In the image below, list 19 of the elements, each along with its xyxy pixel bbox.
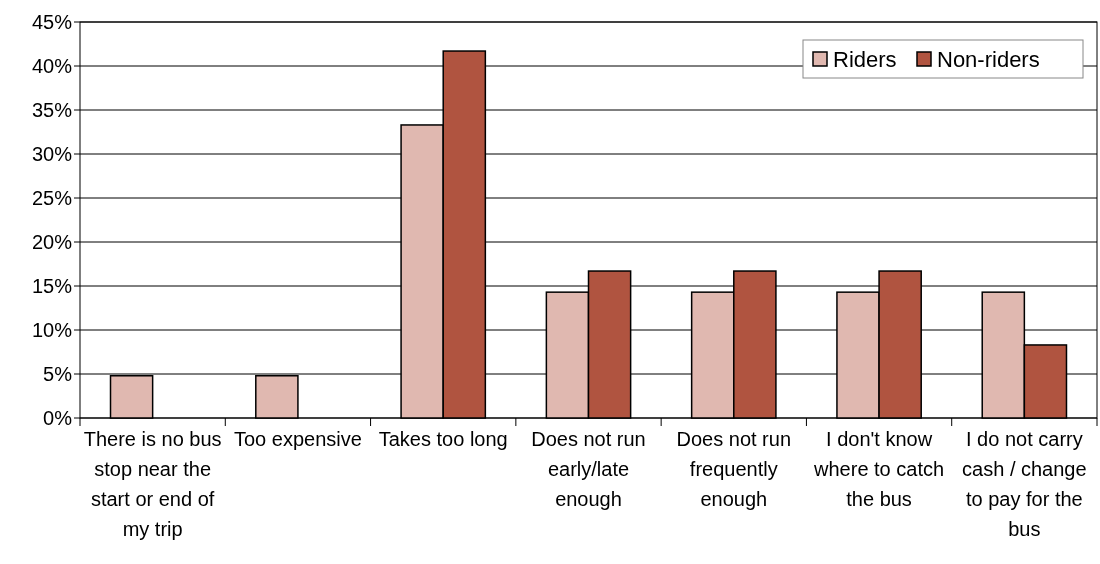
x-tick-label: Does not run frequently enough (676, 428, 792, 510)
y-tick-label: 20% (31, 231, 73, 253)
y-tick-label: 40% (31, 55, 73, 77)
y-tick-label: 0% (43, 407, 73, 429)
x-tick-label: Too expensive (233, 428, 362, 450)
y-tick-label: 30% (31, 143, 73, 165)
x-tick-label: I don't know where to catch the bus (813, 428, 945, 510)
y-tick-label: 25% (31, 187, 73, 209)
y-tick-label: 5% (43, 363, 73, 385)
y-tick-label: 15% (31, 275, 73, 297)
y-tick-label: 10% (31, 319, 73, 341)
y-tick-label: 35% (31, 99, 73, 121)
y-tick-label: 45% (31, 11, 73, 33)
legend-label: Non-riders (937, 46, 1040, 72)
x-tick-label: There is no bus stop near the start or end of my trip (83, 428, 222, 540)
x-tick-label: Takes too long (378, 428, 508, 450)
x-tick-label: Does not run early/late enough (531, 428, 646, 510)
x-tick-label: I do not carry cash / change to pay for the bus (962, 428, 1087, 540)
legend-label: Riders (833, 46, 897, 72)
